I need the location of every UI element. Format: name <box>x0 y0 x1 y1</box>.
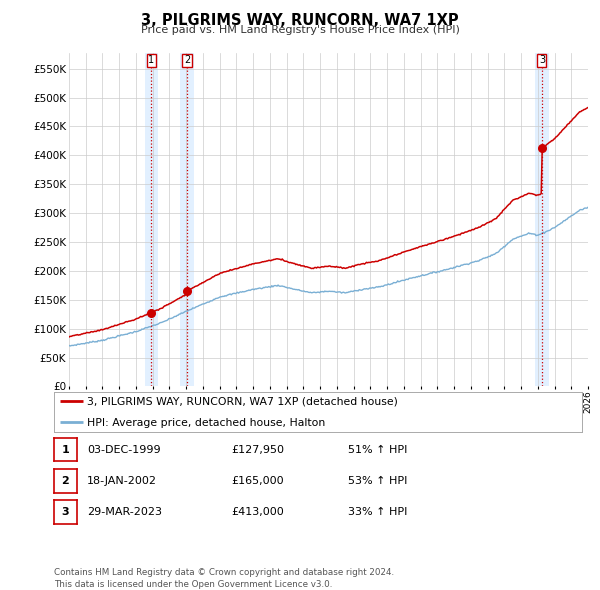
Bar <box>181 53 194 386</box>
Text: 1: 1 <box>148 55 154 65</box>
Text: £413,000: £413,000 <box>231 507 284 517</box>
Text: HPI: Average price, detached house, Halton: HPI: Average price, detached house, Halt… <box>87 418 325 428</box>
Text: Contains HM Land Registry data © Crown copyright and database right 2024.
This d: Contains HM Land Registry data © Crown c… <box>54 568 394 589</box>
Text: £127,950: £127,950 <box>231 445 284 454</box>
Text: 3: 3 <box>539 55 545 65</box>
Text: £165,000: £165,000 <box>231 476 284 486</box>
Text: 51% ↑ HPI: 51% ↑ HPI <box>348 445 407 454</box>
Text: 53% ↑ HPI: 53% ↑ HPI <box>348 476 407 486</box>
Text: 29-MAR-2023: 29-MAR-2023 <box>87 507 162 517</box>
Text: 3, PILGRIMS WAY, RUNCORN, WA7 1XP (detached house): 3, PILGRIMS WAY, RUNCORN, WA7 1XP (detac… <box>87 397 398 407</box>
Bar <box>535 53 548 386</box>
Text: 3, PILGRIMS WAY, RUNCORN, WA7 1XP: 3, PILGRIMS WAY, RUNCORN, WA7 1XP <box>141 13 459 28</box>
Text: 18-JAN-2002: 18-JAN-2002 <box>87 476 157 486</box>
Text: 3: 3 <box>62 507 69 517</box>
Bar <box>145 53 158 386</box>
Text: 2: 2 <box>184 55 190 65</box>
Text: Price paid vs. HM Land Registry's House Price Index (HPI): Price paid vs. HM Land Registry's House … <box>140 25 460 35</box>
Text: 1: 1 <box>62 445 69 454</box>
Text: 33% ↑ HPI: 33% ↑ HPI <box>348 507 407 517</box>
Text: 2: 2 <box>62 476 69 486</box>
Text: 03-DEC-1999: 03-DEC-1999 <box>87 445 161 454</box>
